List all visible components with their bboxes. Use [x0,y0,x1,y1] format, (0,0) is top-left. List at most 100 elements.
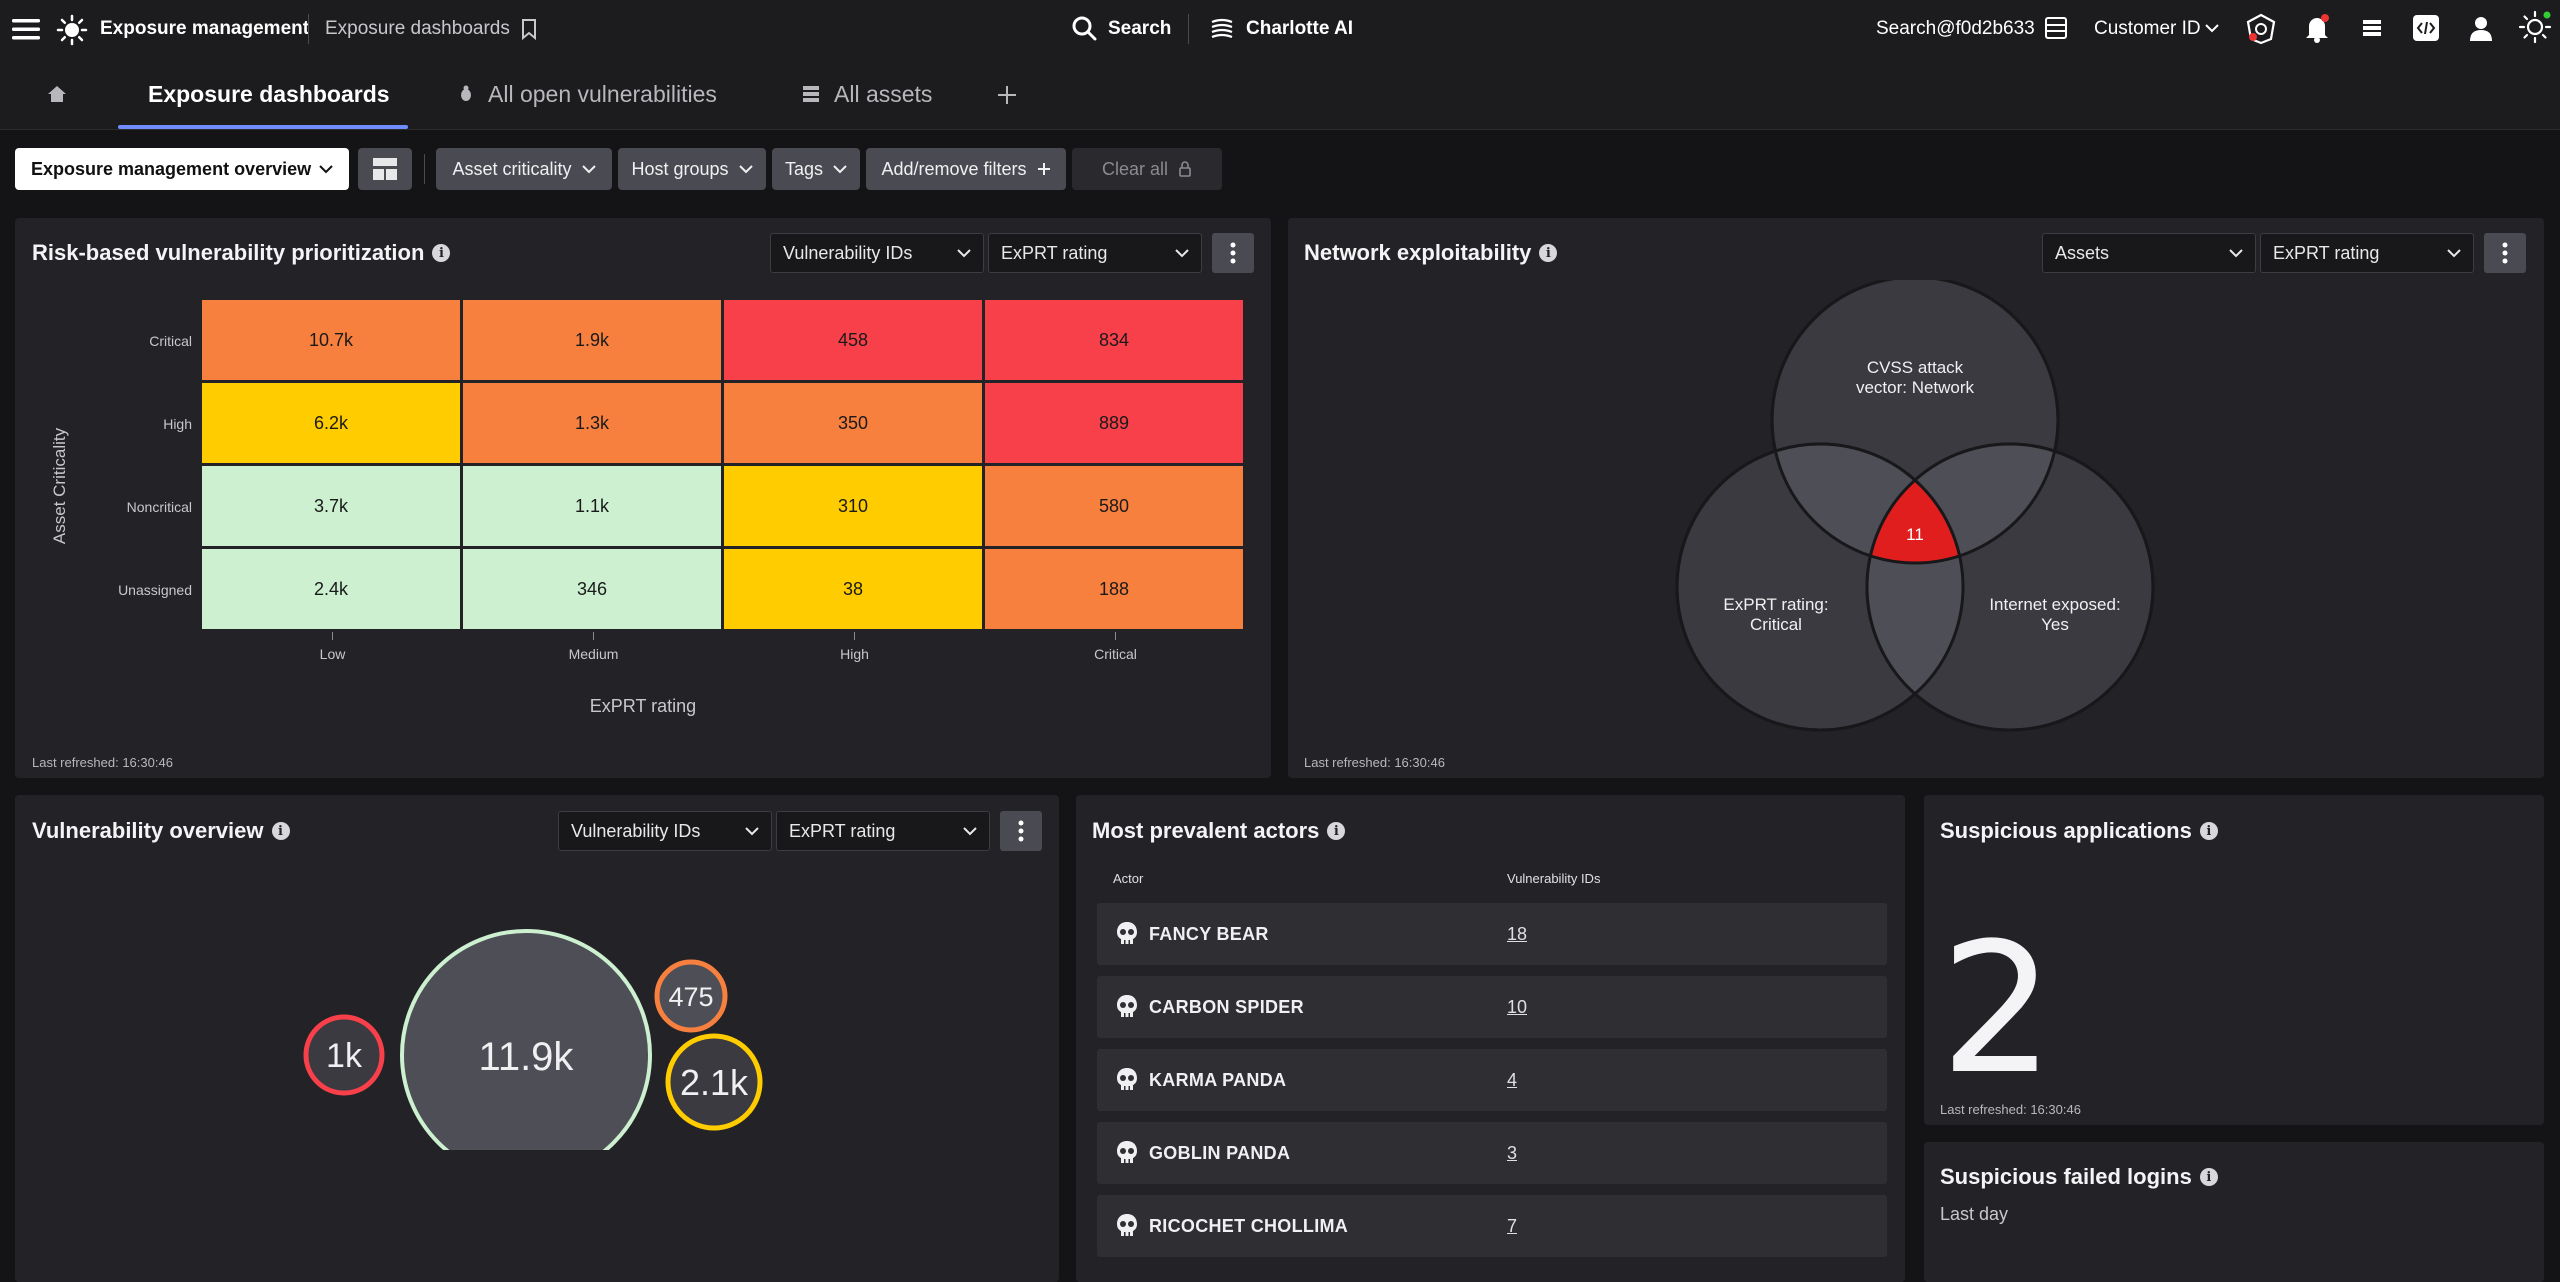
heatmap-cell[interactable]: 346 [463,549,721,629]
actor-vuln-count-link[interactable]: 4 [1507,1069,1518,1090]
search-button[interactable]: Search [1108,18,1172,39]
hamburger-menu-icon[interactable] [12,16,40,42]
plus-icon [1037,162,1051,176]
chevron-down-icon[interactable] [2204,22,2220,34]
heatmap-cell[interactable]: 310 [724,466,982,546]
heatmap-cell[interactable]: 10.7k [202,300,460,380]
filter-divider [424,154,425,184]
info-icon[interactable]: i [1327,822,1346,840]
tab-all-assets[interactable]: All assets [802,58,932,130]
actors-panel-title: Most prevalent actors i [1092,818,1346,844]
actor-vuln-count-link[interactable]: 7 [1507,1215,1518,1236]
info-icon[interactable]: i [2199,822,2218,840]
actor-column-header[interactable]: Actor [1113,871,1144,886]
code-icon[interactable] [2411,13,2441,43]
search-icon[interactable] [1070,14,1098,42]
breadcrumb[interactable]: Exposure dashboards [325,18,510,39]
vulnerability-ids-column-header[interactable]: Vulnerability IDs [1507,871,1601,886]
chip-label: Add/remove filters [881,158,1027,179]
failed-logins-subtitle: Last day [1940,1204,2009,1224]
info-icon[interactable]: i [432,244,451,262]
risk-panel-more-button[interactable] [1212,233,1254,273]
vuln-metric-select[interactable]: Vulnerability IDs [558,811,772,851]
tags-filter[interactable]: Tags [772,148,860,190]
heatmap-y-axis-label: Asset Criticality [50,427,69,545]
venn-diagram: CVSS attack vector: Network ExPRT rating… [1675,280,2155,732]
actor-name: CARBON SPIDER [1149,996,1304,1017]
actor-vuln-count-link[interactable]: 18 [1507,923,1528,944]
network-metric-select[interactable]: Assets [2042,233,2256,273]
table-row[interactable]: CARBON SPIDER 10 [1097,976,1887,1038]
heatmap-cell[interactable]: 1.1k [463,466,721,546]
network-last-refreshed: Last refreshed: 16:30:46 [1304,755,1445,770]
info-icon[interactable]: i [271,822,290,840]
heatmap-cell[interactable]: 580 [985,466,1243,546]
venn-label-internet-line2: Yes [2041,615,2069,634]
bookmark-icon[interactable] [520,17,538,41]
risk-rating-select[interactable]: ExPRT rating [988,233,1202,273]
tab-all-open-vulnerabilities[interactable]: All open vulnerabilities [458,58,717,130]
add-tab-plus-icon[interactable] [996,84,1018,106]
actor-name: FANCY BEAR [1149,923,1269,944]
heatmap-x-tick [1114,632,1116,640]
network-rating-select[interactable]: ExPRT rating [2260,233,2474,273]
more-vertical-icon [1018,820,1024,842]
charlotte-ai-button[interactable]: Charlotte AI [1246,18,1353,39]
user-profile-icon[interactable] [2466,13,2496,43]
network-panel-more-button[interactable] [2484,233,2526,273]
info-icon[interactable]: i [1539,244,1558,262]
search-divider [1188,14,1189,44]
layout-button[interactable] [358,148,412,190]
customer-id-select[interactable]: Customer ID [2094,18,2201,39]
failed-logins-title: Suspicious failed logins i [1940,1164,2218,1190]
add-remove-filters-button[interactable]: Add/remove filters [866,148,1066,190]
host-groups-filter[interactable]: Host groups [618,148,766,190]
heatmap-cell[interactable]: 834 [985,300,1243,380]
shield-badge-icon[interactable] [2244,12,2278,46]
home-icon[interactable] [46,84,68,104]
heatmap-cell[interactable]: 6.2k [202,383,460,463]
table-row[interactable]: GOBLIN PANDA 3 [1097,1122,1887,1184]
stacked-layers-icon[interactable] [2358,14,2386,42]
bubble-475[interactable]: 475 [654,959,728,1033]
heatmap-cell[interactable]: 1.9k [463,300,721,380]
table-row[interactable]: KARMA PANDA 4 [1097,1049,1887,1111]
info-icon[interactable]: i [2199,1168,2218,1186]
risk-metric-select[interactable]: Vulnerability IDs [770,233,984,273]
bubble-2-1k[interactable]: 2.1k [665,1033,763,1131]
heatmap-cell[interactable]: 3.7k [202,466,460,546]
actor-vuln-count-link[interactable]: 3 [1507,1142,1518,1163]
heatmap-cell[interactable]: 350 [724,383,982,463]
layout-icon [372,157,398,181]
clear-all-button[interactable]: Clear all [1072,148,1222,190]
user-account[interactable]: Search@f0d2b633 [1876,18,2035,39]
table-row[interactable]: RICOCHET CHOLLIMA 7 [1097,1195,1887,1257]
app-title[interactable]: Exposure management [100,18,310,39]
venn-center-intersection[interactable] [1867,444,2153,730]
actor-name: RICOCHET CHOLLIMA [1149,1215,1349,1236]
dashboard-select[interactable]: Exposure management overview [15,148,349,190]
heatmap-cell[interactable]: 188 [985,549,1243,629]
panel-title-text: Suspicious applications [1940,818,2192,843]
list-view-icon[interactable] [2043,15,2069,41]
heatmap-cell[interactable]: 1.3k [463,383,721,463]
heatmap-cell[interactable]: 889 [985,383,1243,463]
venn-label-exprt-line2: Critical [1750,615,1802,634]
actor-vuln-count-link[interactable]: 10 [1507,996,1528,1017]
table-row[interactable]: FANCY BEAR 18 [1097,903,1887,965]
heatmap-x-tick [592,632,594,640]
heatmap-cell[interactable]: 38 [724,549,982,629]
theme-toggle-sun-icon[interactable] [2518,10,2552,44]
bubble-1k[interactable]: 1k [303,1014,385,1096]
heatmap-x-tick [853,632,855,640]
tab-label: All open vulnerabilities [488,80,717,107]
suspicious-apps-count[interactable]: 2 [1940,905,2055,1114]
tab-exposure-dashboards[interactable]: Exposure dashboards [148,58,390,130]
vuln-panel-more-button[interactable] [1000,811,1042,851]
heatmap-cell[interactable]: 2.4k [202,549,460,629]
vuln-rating-select[interactable]: ExPRT rating [776,811,990,851]
bubble-11-9k[interactable]: 11.9k [400,929,652,1150]
asset-criticality-filter[interactable]: Asset criticality [436,148,612,190]
notifications-bell-icon[interactable] [2302,12,2332,44]
heatmap-cell[interactable]: 458 [724,300,982,380]
